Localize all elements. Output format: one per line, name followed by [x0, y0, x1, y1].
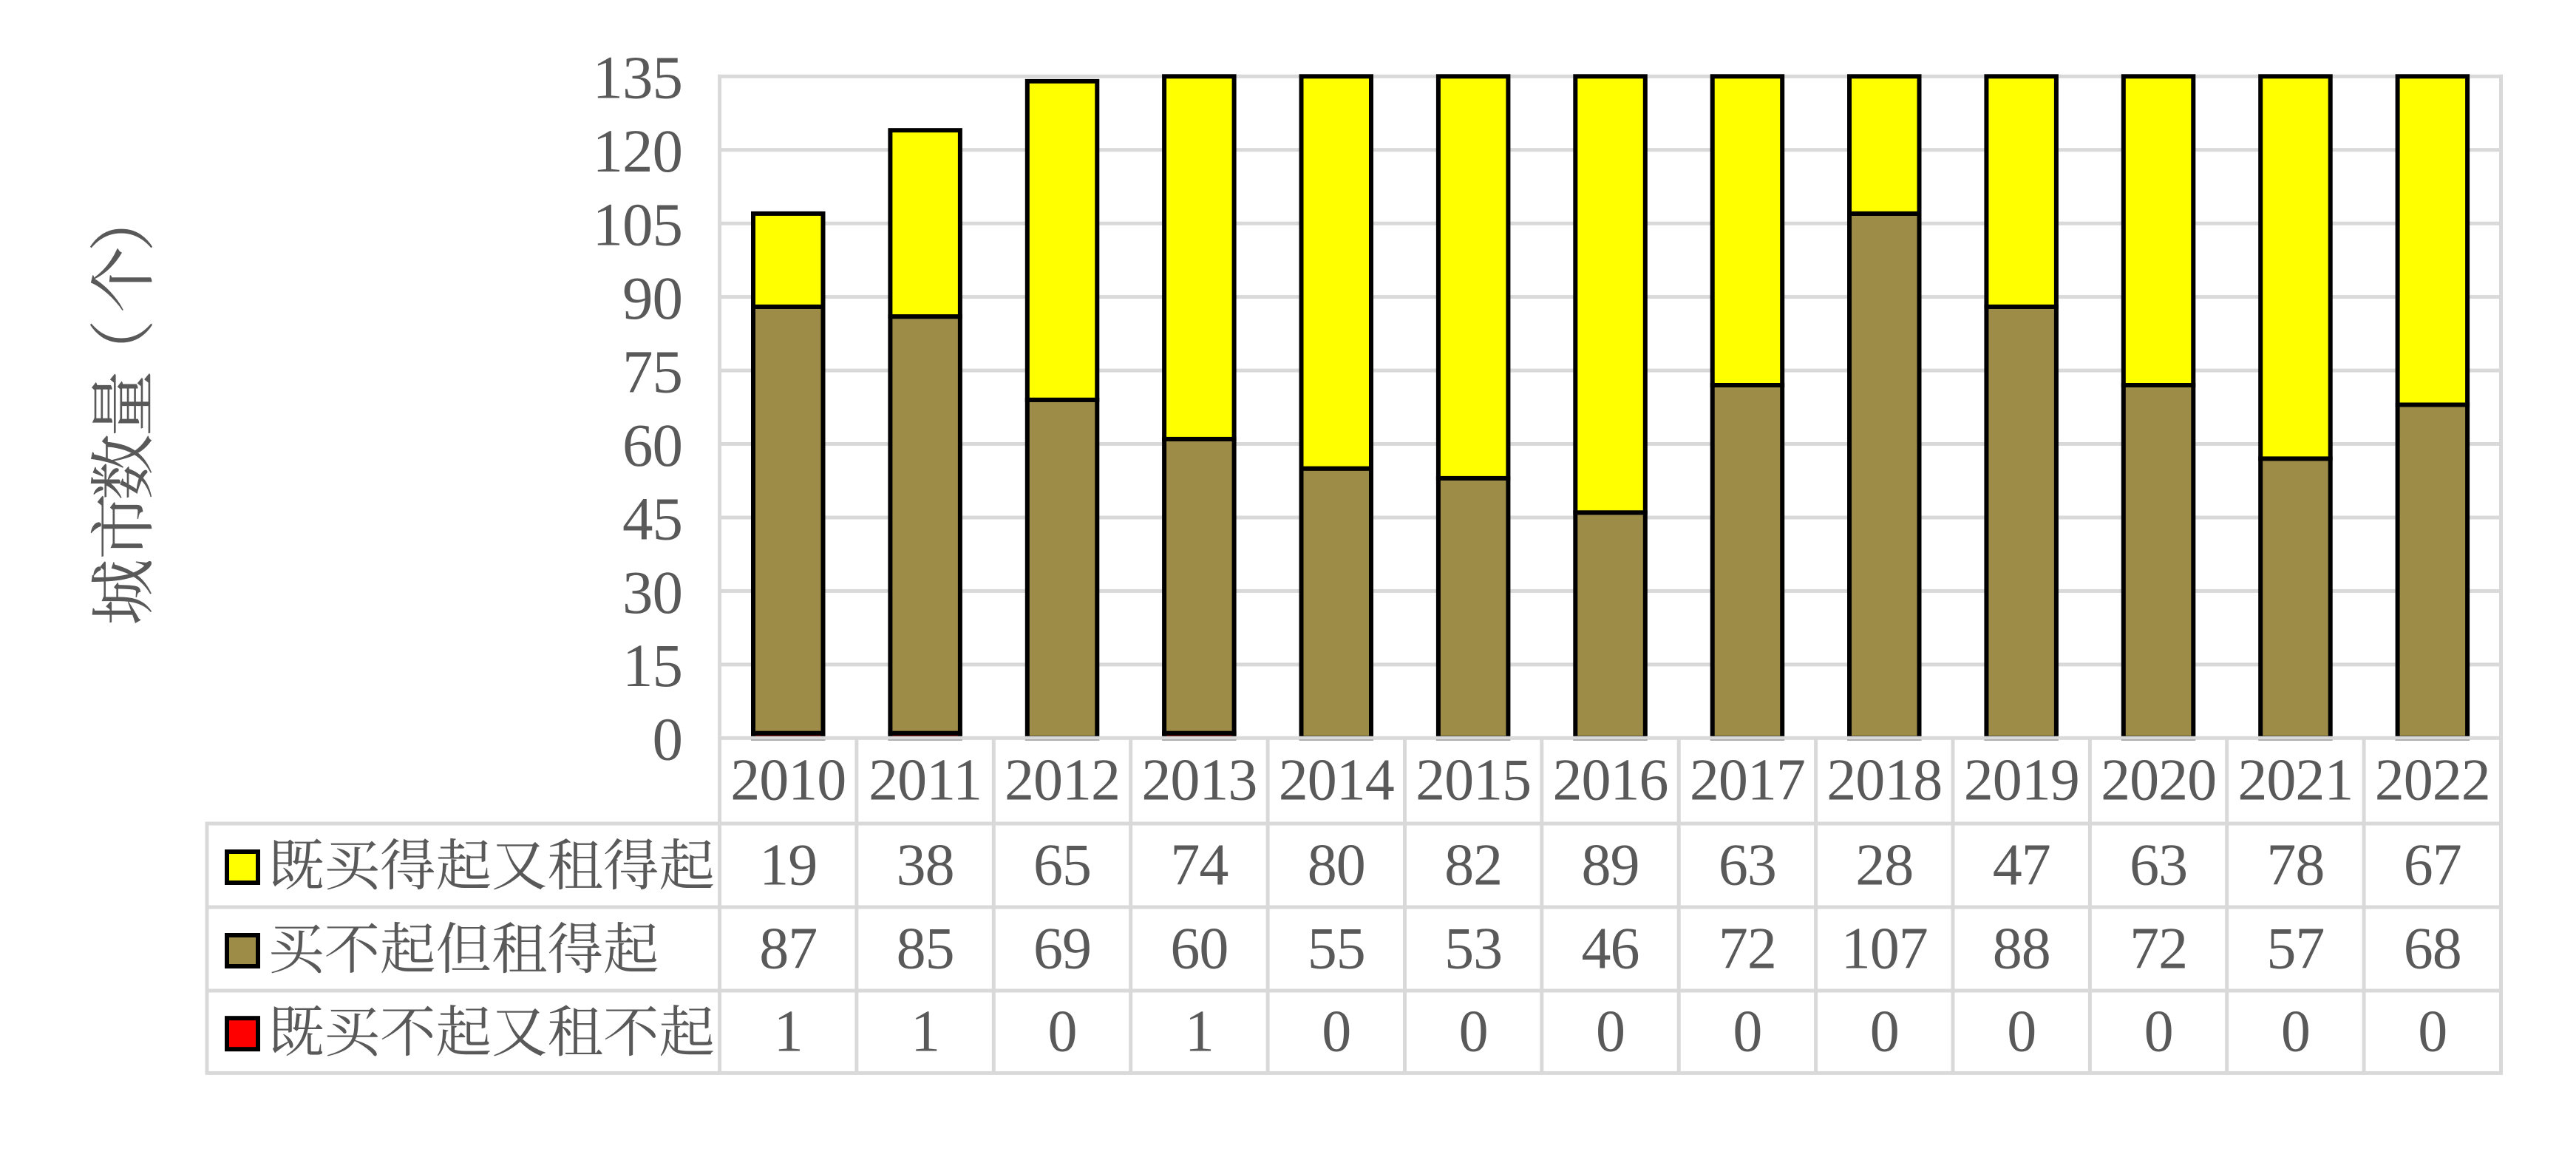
- svg-text:0: 0: [2007, 1000, 2036, 1065]
- svg-text:38: 38: [897, 832, 954, 898]
- svg-text:2019: 2019: [1964, 748, 2079, 813]
- svg-text:74: 74: [1170, 832, 1228, 898]
- svg-text:0: 0: [1048, 1000, 1077, 1065]
- svg-text:63: 63: [2130, 832, 2187, 898]
- svg-text:60: 60: [622, 411, 682, 479]
- svg-text:2017: 2017: [1690, 748, 1805, 813]
- svg-text:88: 88: [1993, 916, 2050, 981]
- svg-text:57: 57: [2266, 916, 2324, 981]
- svg-text:28: 28: [1855, 832, 1913, 898]
- svg-text:46: 46: [1582, 916, 1639, 981]
- svg-text:1: 1: [911, 1000, 939, 1065]
- svg-text:2012: 2012: [1005, 748, 1120, 813]
- svg-text:2013: 2013: [1141, 748, 1257, 813]
- svg-text:68: 68: [2404, 916, 2461, 981]
- svg-text:135: 135: [593, 44, 683, 112]
- svg-text:0: 0: [2418, 1000, 2447, 1065]
- svg-text:60: 60: [1170, 916, 1228, 981]
- svg-text:65: 65: [1033, 832, 1091, 898]
- svg-text:1: 1: [774, 1000, 803, 1065]
- svg-text:2016: 2016: [1553, 748, 1668, 813]
- svg-text:120: 120: [593, 117, 683, 185]
- svg-text:47: 47: [1993, 832, 2050, 898]
- svg-text:2021: 2021: [2237, 748, 2353, 813]
- svg-text:2015: 2015: [1416, 748, 1531, 813]
- svg-text:30: 30: [622, 558, 682, 626]
- svg-text:0: 0: [1733, 1000, 1761, 1065]
- svg-text:67: 67: [2404, 832, 2461, 898]
- svg-text:80: 80: [1308, 832, 1365, 898]
- svg-text:105: 105: [593, 191, 683, 259]
- svg-text:72: 72: [2130, 916, 2187, 981]
- svg-text:2020: 2020: [2101, 748, 2216, 813]
- svg-text:55: 55: [1308, 916, 1365, 981]
- svg-text:85: 85: [897, 916, 954, 981]
- svg-text:0: 0: [1870, 1000, 1899, 1065]
- svg-text:1: 1: [1185, 1000, 1214, 1065]
- svg-text:82: 82: [1444, 832, 1502, 898]
- svg-text:75: 75: [622, 338, 682, 406]
- svg-text:0: 0: [1459, 1000, 1488, 1065]
- svg-text:63: 63: [1719, 832, 1776, 898]
- svg-text:2018: 2018: [1826, 748, 1942, 813]
- svg-text:72: 72: [1719, 916, 1776, 981]
- svg-text:2010: 2010: [730, 748, 846, 813]
- svg-text:19: 19: [759, 832, 817, 898]
- svg-text:0: 0: [653, 705, 683, 773]
- svg-text:0: 0: [1596, 1000, 1625, 1065]
- svg-text:90: 90: [622, 264, 682, 332]
- svg-text:107: 107: [1841, 916, 1928, 981]
- svg-text:69: 69: [1033, 916, 1091, 981]
- svg-text:15: 15: [622, 631, 682, 699]
- svg-text:78: 78: [2266, 832, 2324, 898]
- svg-text:0: 0: [2281, 1000, 2310, 1065]
- svg-text:89: 89: [1582, 832, 1639, 898]
- svg-text:53: 53: [1444, 916, 1502, 981]
- svg-text:2014: 2014: [1279, 748, 1394, 813]
- svg-text:0: 0: [2144, 1000, 2173, 1065]
- svg-text:2011: 2011: [869, 748, 982, 813]
- svg-text:45: 45: [622, 484, 682, 552]
- svg-text:2022: 2022: [2375, 748, 2490, 813]
- svg-text:0: 0: [1322, 1000, 1350, 1065]
- svg-text:87: 87: [759, 916, 817, 981]
